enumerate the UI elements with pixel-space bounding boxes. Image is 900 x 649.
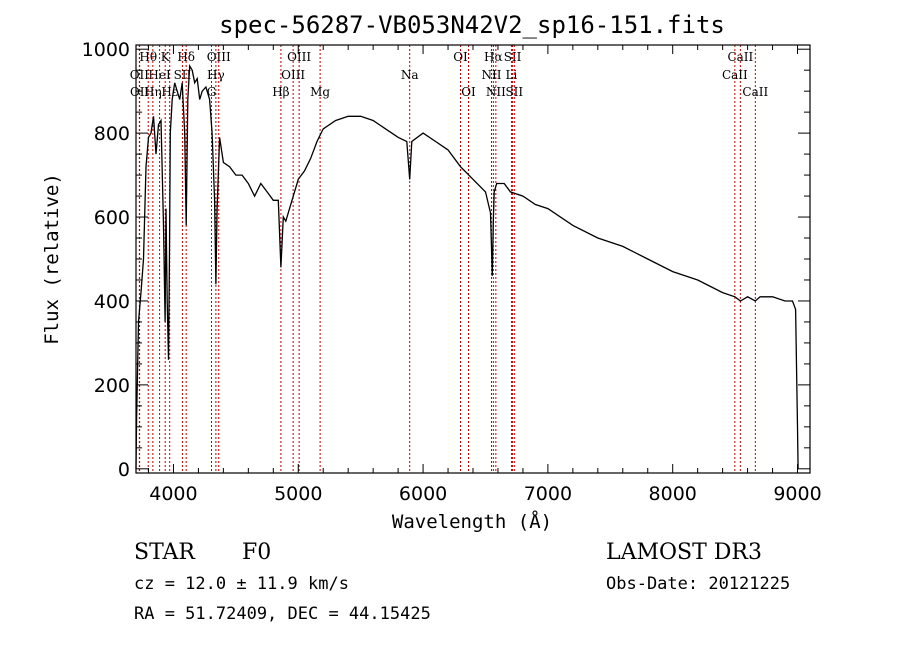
spectral-line-label: OIII bbox=[287, 50, 311, 64]
x-tick-label: 9000 bbox=[773, 483, 821, 505]
spectral-line-markers: HθOIIOIIHηHeIKHεHδSIIGOIIIHγHβOIIIOIIIMg… bbox=[130, 45, 768, 473]
x-tick-label: 6000 bbox=[399, 483, 447, 505]
y-tick-label: 0 bbox=[118, 459, 130, 481]
x-tick-label: 8000 bbox=[649, 483, 697, 505]
x-tick-label: 4000 bbox=[149, 483, 197, 505]
redshift-readout: cz = 12.0 ± 11.9 km/s bbox=[134, 574, 349, 594]
spectral-line-label: SII bbox=[505, 85, 523, 99]
spectral-line-label: SII bbox=[174, 68, 192, 82]
spectral-line-label: OI bbox=[453, 50, 468, 64]
spectrum-line bbox=[135, 63, 799, 469]
spectrum-series bbox=[135, 63, 799, 469]
x-tick-label: 5000 bbox=[274, 483, 322, 505]
spectral-line-label: CaII bbox=[727, 50, 753, 64]
y-tick-label: 200 bbox=[94, 375, 130, 397]
chart-title: spec-56287-VB053N42V2_sp16-151.fits bbox=[219, 11, 725, 39]
survey-name: LAMOST DR3 bbox=[606, 540, 762, 565]
spectral-line-label: K bbox=[161, 50, 171, 64]
spectral-line-label: Na bbox=[401, 68, 419, 82]
observation-date: Obs-Date: 20121225 bbox=[606, 574, 790, 594]
spectral-line-label: CaII bbox=[742, 85, 768, 99]
y-tick-label: 400 bbox=[94, 291, 130, 313]
spectral-line-label: Hδ bbox=[177, 50, 195, 64]
spectral-line-label: Mg bbox=[310, 85, 330, 99]
spectral-line-label: OIII bbox=[207, 50, 231, 64]
y-tick-label: 600 bbox=[94, 207, 130, 229]
y-tick-label: 800 bbox=[94, 123, 130, 145]
axis-ticks: 4000 5000 6000 7000 8000 9000 0 200 400 600 800 100… bbox=[82, 39, 822, 505]
spectral-line-label: OIII bbox=[281, 68, 305, 82]
spectral-line-label: G bbox=[207, 85, 217, 99]
spectral-line-label: Hα bbox=[484, 50, 503, 64]
spectral-line-label: HeI bbox=[148, 68, 171, 82]
coordinates-readout: RA = 51.72409, DEC = 44.15425 bbox=[134, 604, 431, 624]
spectral-line-label: SII bbox=[504, 50, 522, 64]
y-tick-label: 1000 bbox=[82, 39, 130, 61]
spectral-line-label: NII bbox=[486, 85, 506, 99]
spectral-line-label: Li bbox=[506, 68, 518, 82]
plot-frame bbox=[135, 44, 811, 474]
spectral-line-label: Hβ bbox=[272, 85, 289, 99]
spectral-subclass: F0 bbox=[242, 540, 271, 565]
x-tick-label: 7000 bbox=[524, 483, 572, 505]
spectral-line-label: NII bbox=[481, 68, 501, 82]
spectral-line-label: CaII bbox=[722, 68, 748, 82]
y-axis-title: Flux (relative) bbox=[41, 173, 63, 345]
spectral-line-label: Hγ bbox=[207, 68, 225, 82]
spectral-line-label: Hη bbox=[144, 85, 162, 99]
spectral-line-label: OI bbox=[461, 85, 476, 99]
spectral-line-label: OII bbox=[130, 85, 150, 99]
object-class: STAR bbox=[134, 540, 196, 565]
x-axis-title: Wavelength (Å) bbox=[392, 510, 552, 533]
spectral-line-label: Hθ bbox=[139, 50, 157, 64]
